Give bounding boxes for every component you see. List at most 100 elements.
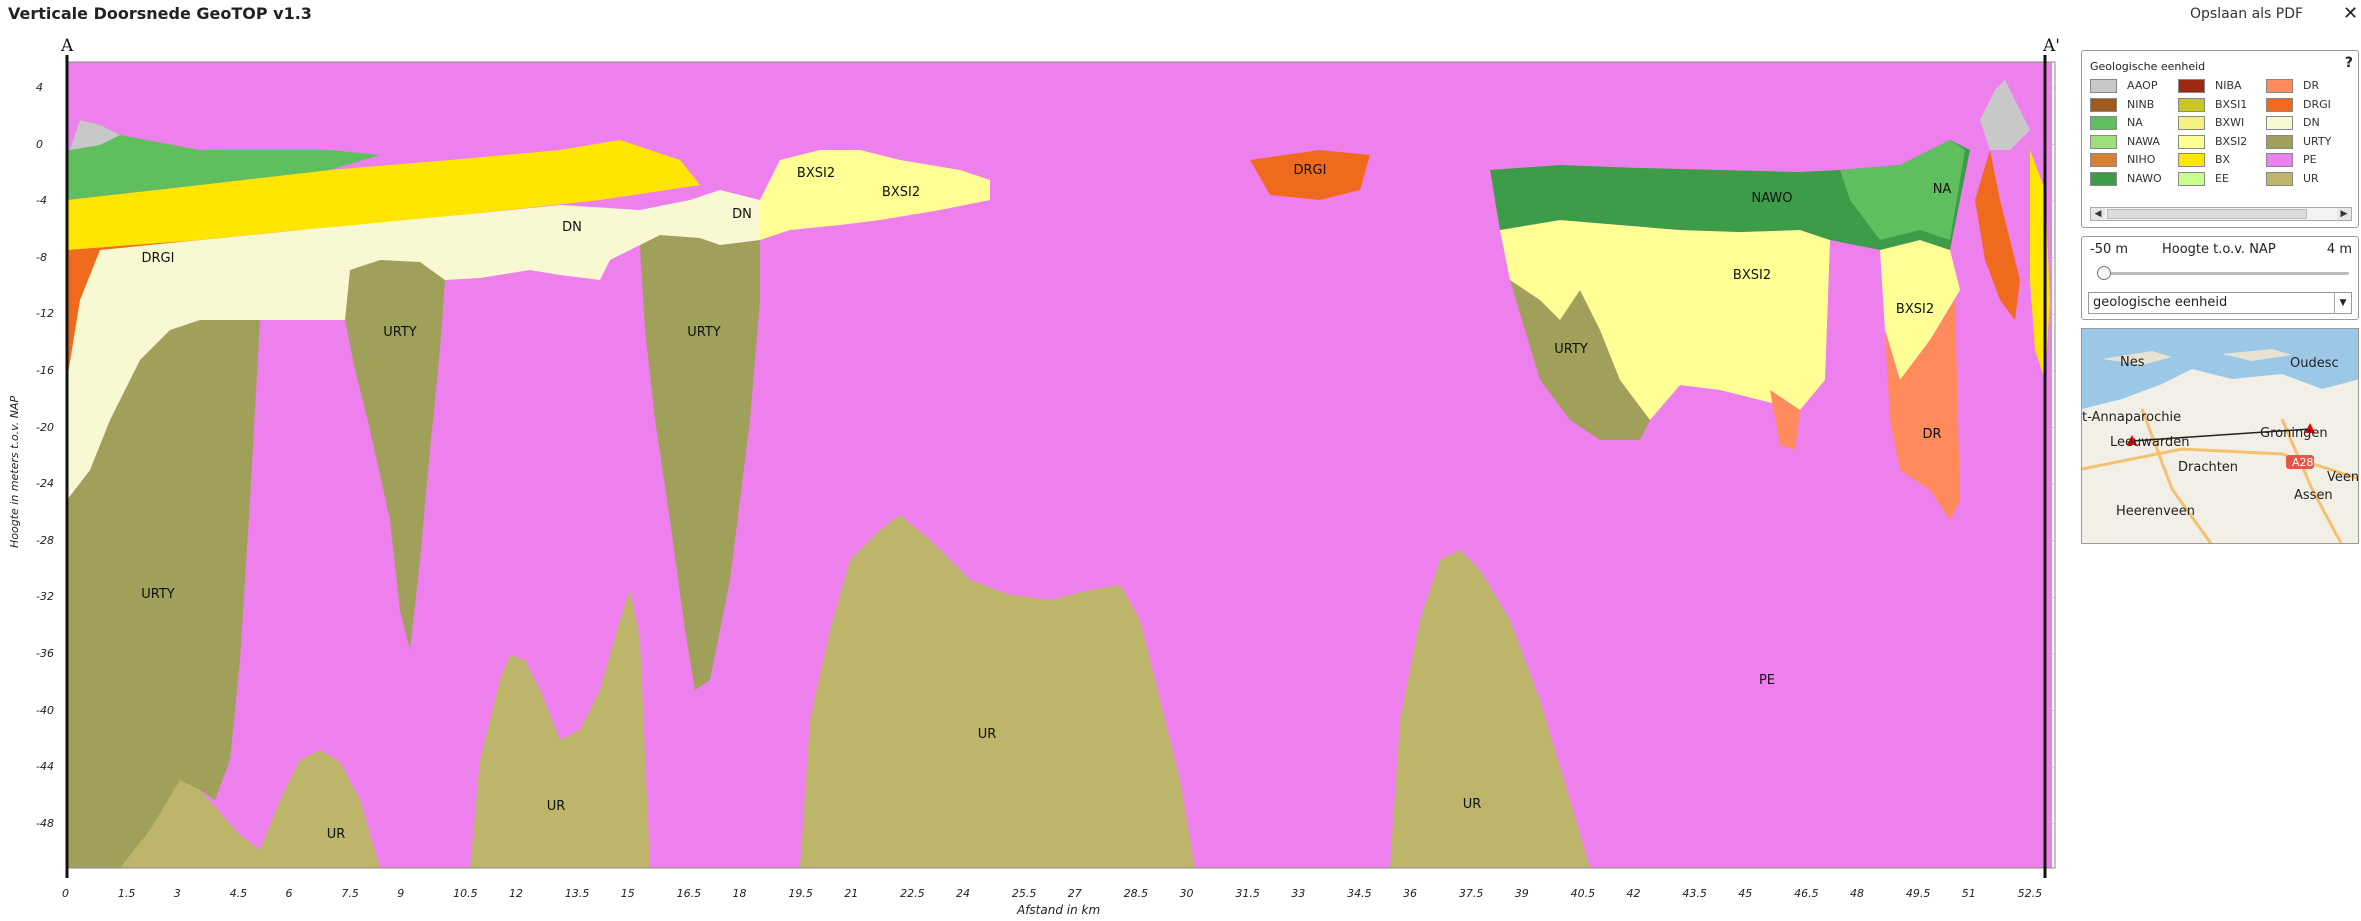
cross-section-chart: DRGI DN DN BXSI2 BXSI2 DRGI NAWO NA URTY URTY URTY… <box>65 55 2056 878</box>
x-tick-label: 39 <box>1514 887 1529 900</box>
x-tick-label: 52.5 <box>2017 887 2043 900</box>
section-end-label: A' <box>2043 36 2060 56</box>
legend-label: UR <box>2303 172 2319 185</box>
legend-item: DR <box>2266 79 2319 93</box>
legend-label: DR <box>2303 79 2320 92</box>
legend-swatch <box>2266 134 2293 149</box>
y-tick-label: -36 <box>36 647 54 660</box>
legend-label: BX <box>2215 153 2231 167</box>
unit-label: BXSI2 <box>797 166 835 181</box>
display-mode-value: geologische eenheid <box>2093 295 2228 310</box>
unit-NA-area <box>67 135 380 200</box>
y-tick-label: -44 <box>36 760 54 774</box>
unit-DRGI-area <box>1975 150 2020 320</box>
y-tick-label: -20 <box>36 420 54 434</box>
x-tick-label: 24 <box>956 887 970 900</box>
x-tick-label: 37.5 <box>1458 887 1484 900</box>
x-tick-label: 30 <box>1179 887 1194 900</box>
height-slider-track[interactable] <box>2104 272 2349 275</box>
legend-label: AAOP <box>2127 79 2158 92</box>
legend-swatch <box>2266 172 2293 186</box>
y-tick-label: 4 <box>36 81 43 94</box>
legend-label: EE <box>2215 172 2229 185</box>
unit-label: BXSI2 <box>882 185 920 200</box>
unit-label: BXSI2 <box>1733 268 1771 283</box>
legend-swatch <box>2178 134 2205 149</box>
section-start-label: A <box>61 36 74 56</box>
chevron-down-icon[interactable]: ▼ <box>2334 293 2351 313</box>
x-tick-label: 43.5 <box>1682 887 1707 900</box>
unit-URTY-area <box>640 235 760 690</box>
legend-swatch <box>2090 97 2117 112</box>
unit-UR-area <box>470 590 650 868</box>
close-icon[interactable]: ✕ <box>2343 3 2359 24</box>
unit-label: PE <box>1759 673 1775 688</box>
legend-swatch <box>2178 79 2205 93</box>
legend-label: DN <box>2303 116 2320 130</box>
x-tick-label: 1.5 <box>117 887 136 900</box>
legend-label: BXSI2 <box>2215 134 2248 148</box>
legend-item: NAWA <box>2090 134 2160 149</box>
unit-BXSI2-area <box>760 150 990 240</box>
wadden-sea <box>2082 329 2358 409</box>
map-place-label: Assen <box>2294 488 2333 503</box>
legend-item: NINB <box>2090 97 2155 112</box>
legend-swatch <box>2266 153 2293 168</box>
x-tick-label: 49.5 <box>1905 887 1931 900</box>
legend-item: NIHO <box>2090 153 2156 168</box>
legend-swatch <box>2178 116 2205 131</box>
x-tick-label: 0 <box>62 887 69 900</box>
height-min-label: -50 m <box>2090 242 2129 257</box>
unit-NA-area <box>1840 140 1965 240</box>
legend-label: URTY <box>2303 134 2332 148</box>
scroll-right-icon[interactable]: ▶ <box>2337 208 2351 220</box>
unit-label: UR <box>978 727 997 742</box>
legend-item: DRGI <box>2266 97 2331 112</box>
x-tick-label: 9 <box>397 887 405 900</box>
unit-label: UR <box>327 827 346 842</box>
y-tick-label: 0 <box>36 137 43 151</box>
map-place-label: Heerenveen <box>2116 504 2195 519</box>
y-tick-label: -8 <box>36 250 47 264</box>
y-tick-label: -40 <box>36 703 54 717</box>
legend-scrollbar[interactable]: ◀ ▶ <box>2090 207 2352 221</box>
save-pdf-button[interactable]: Opslaan als PDF <box>2190 6 2304 22</box>
x-axis-label: Afstand in km <box>1017 903 1101 917</box>
unit-AAOP-area <box>70 120 120 150</box>
legend-item: NAWO <box>2090 172 2162 186</box>
location-map[interactable]: Nes Oudesc t-Annaparochie Leeuwarden Groning… <box>2081 328 2359 544</box>
x-tick-label: 46.5 <box>1794 887 1819 900</box>
road-shield <box>2286 455 2314 469</box>
unit-label: DN <box>732 207 752 222</box>
y-axis-label: Hoogte in meters t.o.v. NAP <box>8 395 21 548</box>
legend-item: BXSI1 <box>2178 97 2247 112</box>
window-title: Verticale Doorsnede GeoTOP v1.3 <box>8 4 312 23</box>
road <box>2082 447 2358 480</box>
legend-label: NAWA <box>2127 134 2160 148</box>
unit-label: BXSI2 <box>1896 302 1934 317</box>
scroll-left-icon[interactable]: ◀ <box>2091 208 2105 220</box>
scroll-thumb[interactable] <box>2107 209 2307 219</box>
x-tick-label: 13.5 <box>564 887 590 900</box>
y-tick-label: -12 <box>36 307 54 321</box>
point-a-icon <box>2127 435 2137 445</box>
help-icon[interactable]: ? <box>2344 55 2353 71</box>
legend-panel: Geologische eenheid ? AAOP NINB NA NAWA NIHO… <box>2081 50 2359 228</box>
unit-BXSI2-area <box>1500 220 1830 420</box>
legend-swatch <box>2266 79 2293 93</box>
legend-item: DN <box>2266 116 2320 131</box>
unit-BXSI2-area <box>1880 240 1960 380</box>
legend-label: NAWO <box>2127 172 2162 185</box>
height-slider-thumb[interactable] <box>2097 266 2111 280</box>
display-mode-select[interactable]: geologische eenheid ▼ <box>2088 292 2352 314</box>
unit-URTY-area <box>67 320 260 868</box>
unit-label: URTY <box>383 325 417 340</box>
map-place-label: A28 <box>2292 456 2314 469</box>
x-tick-label: 7.5 <box>341 887 359 900</box>
legend-label: NIHO <box>2127 153 2156 167</box>
legend-swatch <box>2090 116 2117 131</box>
legend-label: NINB <box>2127 97 2155 111</box>
legend-item: NA <box>2090 116 2143 131</box>
legend-label: DRGI <box>2303 97 2331 111</box>
legend-label: NIBA <box>2215 79 2242 92</box>
